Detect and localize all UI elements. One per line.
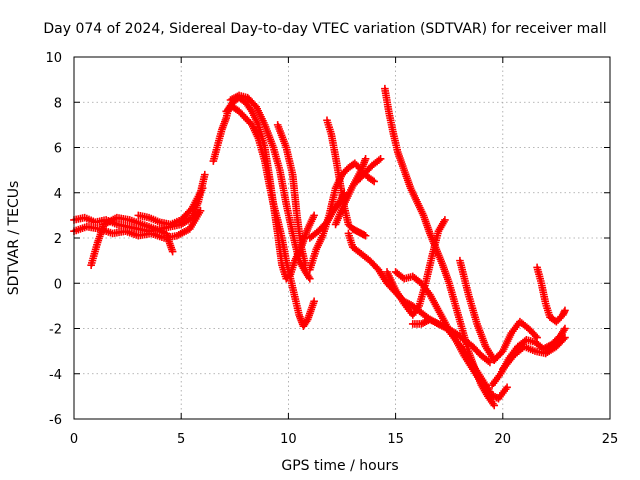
y-tick-label: -2 (49, 323, 62, 338)
series-s19 (456, 256, 541, 364)
series-s8 (273, 121, 310, 269)
grid-layer (74, 57, 610, 419)
data-point (200, 170, 209, 179)
data-point (306, 274, 314, 283)
series-s10 (306, 188, 348, 242)
y-axis-label: SDTVAR / TECUs (6, 181, 22, 296)
y-tick-label: 6 (54, 142, 62, 157)
y-tick-label: 0 (54, 277, 62, 292)
data-layer (70, 84, 569, 410)
chart-title: Day 074 of 2024, Sidereal Day-to-day VTE… (43, 21, 606, 37)
y-tick-label: 4 (54, 187, 62, 202)
data-point (561, 324, 569, 333)
y-tick-label: -4 (49, 368, 62, 383)
y-tick-label: 2 (54, 232, 62, 247)
data-point (361, 231, 370, 240)
data-point (490, 401, 499, 410)
data-point (533, 333, 541, 342)
data-point (310, 211, 318, 220)
data-point (376, 155, 385, 163)
x-axis-label: GPS time / hours (281, 458, 398, 474)
series-s3 (87, 213, 177, 269)
data-point (561, 306, 569, 315)
data-point (361, 155, 370, 163)
series-s20 (488, 324, 569, 389)
x-tick-label: 10 (280, 432, 297, 447)
series-s18 (408, 315, 494, 367)
data-point (168, 247, 177, 256)
series-s13 (353, 155, 385, 186)
tick-layer: 0 5 10 15 20 25 -6 -4 -2 0 2 4 6 8 10 (45, 51, 618, 447)
series-s22 (533, 263, 569, 326)
series-s21 (499, 333, 569, 374)
x-tick-label: 5 (177, 432, 185, 447)
series-s6 (222, 102, 318, 331)
series-s15 (381, 84, 499, 410)
x-tick-label: 0 (70, 432, 78, 447)
x-tick-label: 20 (495, 432, 512, 447)
data-point (561, 333, 569, 342)
x-tick-label: 15 (387, 432, 404, 447)
data-point (310, 297, 318, 306)
data-point (441, 216, 449, 224)
data-point (198, 184, 207, 193)
series-s7 (226, 91, 314, 283)
y-tick-label: 10 (45, 51, 62, 66)
series-s17 (391, 268, 511, 403)
data-point (370, 177, 378, 186)
y-tick-label: 8 (54, 96, 62, 111)
data-point (486, 358, 494, 367)
y-tick-label: -6 (49, 413, 62, 428)
data-point (196, 207, 205, 215)
series-s16 (383, 216, 449, 319)
data-point (503, 383, 511, 392)
x-tick-label: 25 (602, 432, 619, 447)
series-s4 (134, 184, 207, 229)
